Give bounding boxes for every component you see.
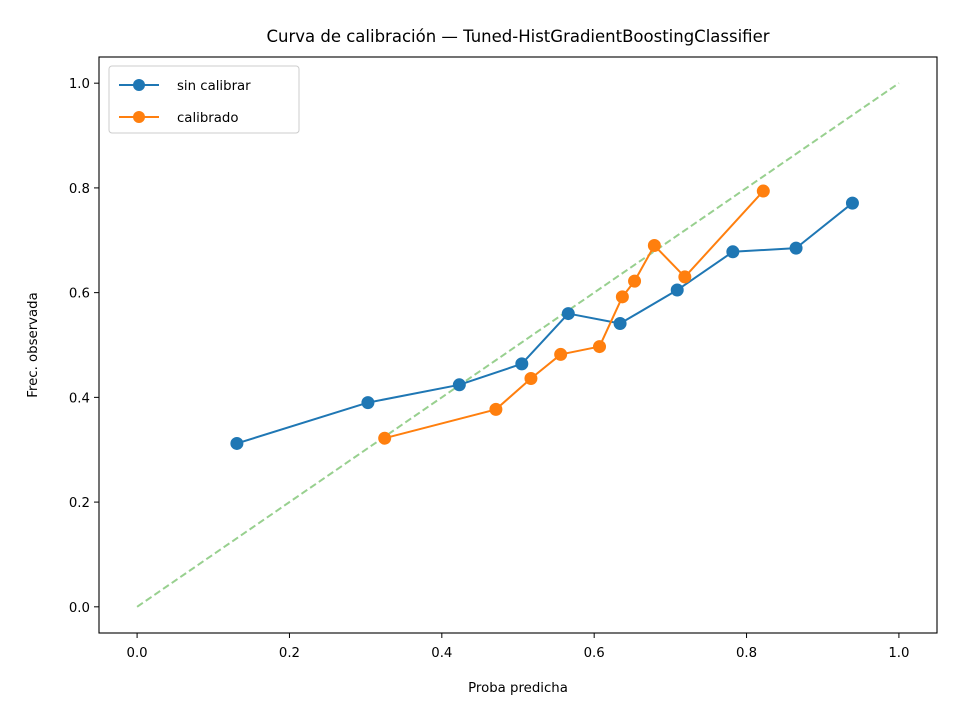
data-point-calibrado	[756, 184, 770, 198]
series-sin-calibrar	[230, 196, 859, 450]
x-tick-label: 0.6	[584, 646, 605, 661]
data-point-calibrado	[593, 340, 607, 354]
chart-title: Curva de calibración — Tuned-HistGradien…	[266, 27, 769, 46]
legend-marker-calibrado	[133, 111, 145, 123]
data-point-sin-calibrar	[670, 283, 684, 297]
y-tick-label: 0.8	[69, 182, 90, 197]
data-point-sin-calibrar	[452, 378, 466, 392]
data-point-calibrado	[628, 274, 642, 288]
y-tick-label: 0.6	[69, 287, 90, 302]
data-point-calibrado	[647, 239, 661, 253]
data-point-sin-calibrar	[613, 317, 627, 331]
x-tick-label: 0.8	[736, 646, 757, 661]
legend-label-calibrado: calibrado	[177, 111, 238, 126]
legend-label-sin-calibrar: sin calibrar	[177, 79, 251, 94]
data-point-sin-calibrar	[230, 436, 244, 450]
data-point-calibrado	[554, 347, 568, 361]
data-point-sin-calibrar	[789, 241, 803, 255]
y-tick-label: 0.0	[69, 601, 90, 616]
data-point-sin-calibrar	[845, 196, 859, 210]
axes-frame	[98, 56, 938, 634]
y-tick-label: 1.0	[69, 77, 90, 92]
data-point-calibrado	[489, 402, 503, 416]
y-tick-label: 0.4	[69, 391, 90, 406]
y-axis-label: Frec. observada	[26, 292, 41, 398]
data-point-calibrado	[678, 270, 692, 284]
legend-marker-sin-calibrar	[133, 79, 145, 91]
data-point-sin-calibrar	[515, 357, 529, 371]
x-tick-label: 0.2	[279, 646, 300, 661]
legend: sin calibrar calibrado	[108, 65, 300, 134]
series-calibrado	[378, 184, 770, 445]
data-point-sin-calibrar	[561, 307, 575, 321]
data-point-sin-calibrar	[726, 245, 740, 259]
x-tick-label: 0.4	[431, 646, 452, 661]
y-tick-label: 0.2	[69, 496, 90, 511]
data-point-calibrado	[615, 290, 629, 304]
x-axis-label: Proba predicha	[468, 681, 568, 696]
series-line-calibrado	[384, 190, 765, 440]
data-point-calibrado	[524, 372, 538, 386]
series-line-sin-calibrar	[236, 202, 854, 445]
plot-area: 0.0 0.2 0.4 0.6 0.8 1.0 0.0 0.2 0.4 0.6 0.8 1.0 sin …	[69, 56, 938, 661]
data-point-calibrado	[378, 431, 392, 445]
x-tick-label: 0.0	[127, 646, 148, 661]
perfect-calibration-line	[136, 82, 900, 608]
x-tick-label: 1.0	[888, 646, 909, 661]
data-point-sin-calibrar	[361, 396, 375, 410]
